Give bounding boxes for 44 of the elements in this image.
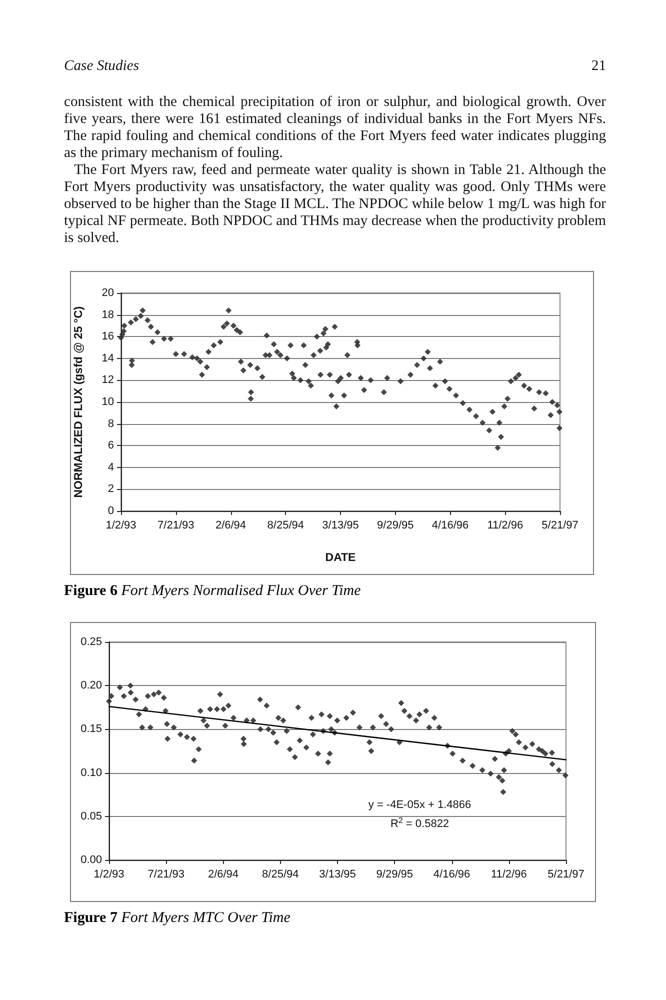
y-tick-label: 18 — [102, 308, 114, 321]
y-tick-label: 2 — [108, 483, 114, 496]
y-tick-label: 10 — [102, 396, 114, 408]
x-tick-label: 2/6/94 — [215, 520, 246, 532]
text: Case Studies — [64, 58, 139, 75]
text: The Fort Myers raw, feed and permeate water quality is shown in Table 21. Although the Fort Myers productivity was unsatisfactory, the water quality was good. Only THMs were observed to be higher than the Stage II MCL. The NPDOC while below 1 mg/L was high for typical NF permeate. Both NPDOC and THMs may decrease when the productivity problem is solved. — [64, 162, 606, 247]
y-tick-label: 20 — [102, 287, 114, 299]
y-tick-label: 8 — [108, 418, 114, 430]
x-tick-label: 2/6/94 — [208, 868, 239, 880]
y-tick-label: 0.05 — [80, 810, 102, 822]
x-tick-label: 7/21/93 — [148, 868, 184, 880]
y-tick-label: 4 — [108, 461, 114, 474]
text: Figure 6 Fort Myers Normalised Flux Over Time — [64, 583, 361, 599]
x-tick-label: 3/13/95 — [322, 520, 359, 532]
x-tick-label: 9/29/95 — [376, 868, 413, 880]
x-tick-label: 9/29/95 — [377, 520, 414, 532]
y-tick-label: 12 — [102, 374, 114, 386]
x-tick-label: 4/16/96 — [432, 520, 469, 532]
text: Figure 7 Fort Myers MTC Over Time — [64, 910, 290, 926]
y-tick-label: 6 — [108, 440, 114, 452]
x-tick-label: 5/21/97 — [542, 520, 578, 532]
x-tick-label: 8/25/94 — [267, 520, 304, 532]
y-tick-label: 0.10 — [80, 766, 102, 779]
y-tick-label: 0.25 — [80, 636, 102, 648]
y-tick-label: 0.20 — [80, 680, 102, 692]
annotation: y = -4E-05x + 1.4866 — [368, 799, 472, 812]
x-tick-label: 5/21/97 — [548, 868, 584, 880]
y-tick-label: 14 — [102, 352, 114, 364]
y-tick-label: 16 — [102, 330, 114, 343]
y-axis-title: NORMALIZED FLUX (gsfd @ 25 °C) — [73, 306, 85, 498]
x-tick-label: 7/21/93 — [158, 520, 194, 532]
y-tick-label: 0.00 — [80, 854, 102, 866]
x-tick-label: 8/25/94 — [262, 868, 299, 880]
x-tick-label: 11/2/96 — [487, 520, 524, 532]
x-tick-label: 1/2/93 — [94, 868, 124, 880]
y-tick-label: 0.15 — [80, 723, 102, 736]
text: consistent with the chemical precipitation of iron or sulphur, and biological growth. Over five years, there were 161 estimated cleanings of individual banks in the Fort Myers NFs. The rapid fouling and chemical conditions of the Fort Myers feed water indicates plugging as the primary mechanism of fouling. — [64, 94, 606, 162]
x-tick-label: 1/2/93 — [106, 520, 136, 532]
x-tick-label: 11/2/96 — [490, 868, 527, 880]
x-tick-label: 4/16/96 — [433, 868, 470, 880]
y-tick-label: 0 — [108, 505, 114, 517]
x-axis-title: DATE — [325, 552, 356, 564]
text: 21 — [591, 58, 606, 75]
x-tick-label: 3/13/95 — [319, 868, 356, 880]
